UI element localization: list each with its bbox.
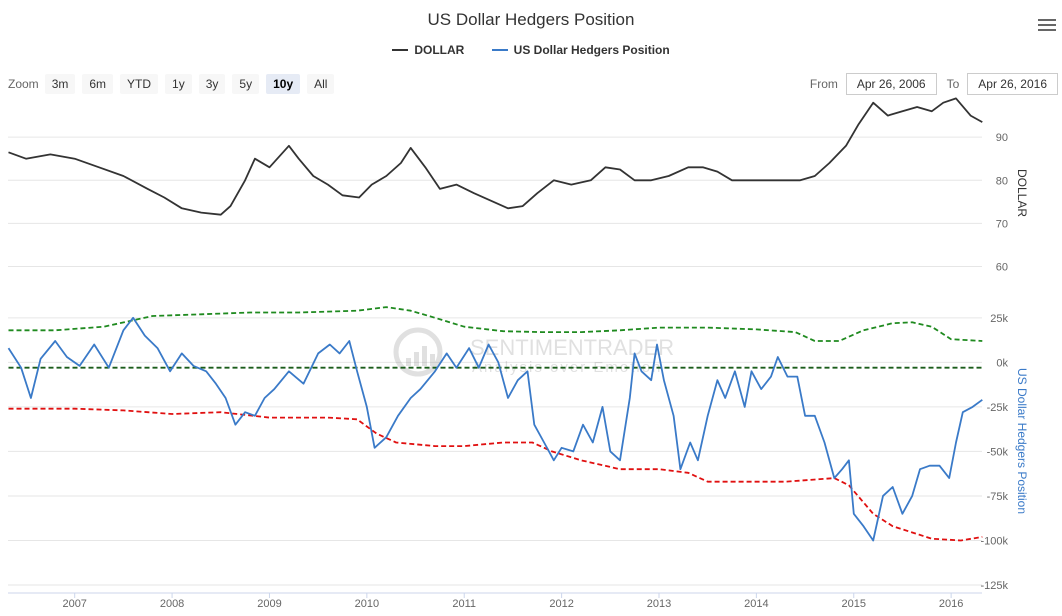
lower-band-line (8, 407, 983, 542)
x-tick-label: 2009 (257, 598, 281, 610)
top-y-tick-label: 60 (996, 261, 1008, 273)
from-date-input[interactable]: Apr 26, 2006 (845, 73, 937, 95)
chart-menu-icon[interactable] (1038, 16, 1056, 32)
zoom-3m-button[interactable]: 3m (44, 74, 76, 94)
zoom-ytd-button[interactable]: YTD (120, 74, 159, 94)
x-tick-label: 2011 (452, 598, 476, 610)
bottom-y-tick-label: -125k (980, 580, 1008, 592)
watermark-logo-icon (393, 327, 443, 377)
zoom-3y-button[interactable]: 3y (198, 74, 226, 94)
zoom-5y-button[interactable]: 5y (232, 74, 260, 94)
x-tick-label: 2010 (355, 598, 379, 610)
legend-swatch-hedgers (491, 49, 508, 51)
date-range: From Apr 26, 2006 To Apr 26, 2016 (810, 73, 1058, 95)
top-y-axis-title: DOLLAR (1015, 169, 1029, 217)
hedgers-series-line (7, 316, 983, 542)
bottom-y-tick-label: -50k (987, 446, 1009, 458)
legend-swatch-dollar (392, 49, 409, 51)
top-y-tick-label: 70 (996, 218, 1008, 230)
watermark-bar-icon (430, 354, 435, 366)
zoom-10y-button[interactable]: 10y (266, 74, 301, 94)
x-tick-label: 2016 (939, 598, 963, 610)
top-y-tick-label: 90 (996, 132, 1008, 144)
upper-band-line (8, 306, 983, 342)
watermark-bar-icon (414, 352, 419, 366)
top-y-tick-label: 80 (996, 175, 1008, 187)
legend-item-dollar[interactable]: DOLLAR (392, 43, 464, 57)
watermark-bar-icon (422, 346, 427, 366)
chart-title: US Dollar Hedgers Position (427, 10, 635, 29)
to-label: To (946, 77, 960, 91)
legend: DOLLAR US Dollar Hedgers Position (0, 40, 1062, 57)
zoom-6m-button[interactable]: 6m (82, 74, 114, 94)
x-tick-label: 2012 (549, 598, 573, 610)
dollar-series-line (8, 97, 983, 216)
x-tick-label: 2007 (62, 598, 86, 610)
from-label: From (809, 77, 838, 91)
legend-item-hedgers[interactable]: US Dollar Hedgers Position (491, 43, 670, 57)
legend-label-dollar: DOLLAR (414, 43, 465, 57)
legend-label-hedgers: US Dollar Hedgers Position (513, 43, 670, 57)
x-tick-label: 2014 (744, 598, 768, 610)
watermark-tagline: Analysis over Emotion (472, 359, 662, 376)
x-tick-label: 2013 (647, 598, 671, 610)
bottom-y-tick-label: 25k (990, 313, 1008, 325)
bottom-y-tick-label: -100k (980, 535, 1008, 547)
bottom-y-tick-label: 0k (996, 357, 1008, 369)
bottom-y-tick-label: -25k (987, 402, 1009, 414)
to-date-input[interactable]: Apr 26, 2016 (967, 73, 1058, 95)
x-tick-label: 2015 (842, 598, 866, 610)
zoom-all-button[interactable]: All (307, 74, 335, 94)
zoom-selector: Zoom 3m 6m YTD 1y 3y 5y 10y All (8, 74, 341, 94)
zoom-1y-button[interactable]: 1y (165, 74, 192, 94)
watermark-bar-icon (406, 358, 411, 366)
watermark-brand: SENTIMENTRADER (470, 335, 674, 360)
zoom-label: Zoom (8, 77, 39, 91)
bottom-y-axis-title: US Dollar Hedgers Position (1015, 368, 1029, 514)
bottom-y-tick-label: -75k (987, 491, 1009, 503)
x-tick-label: 2008 (160, 598, 184, 610)
